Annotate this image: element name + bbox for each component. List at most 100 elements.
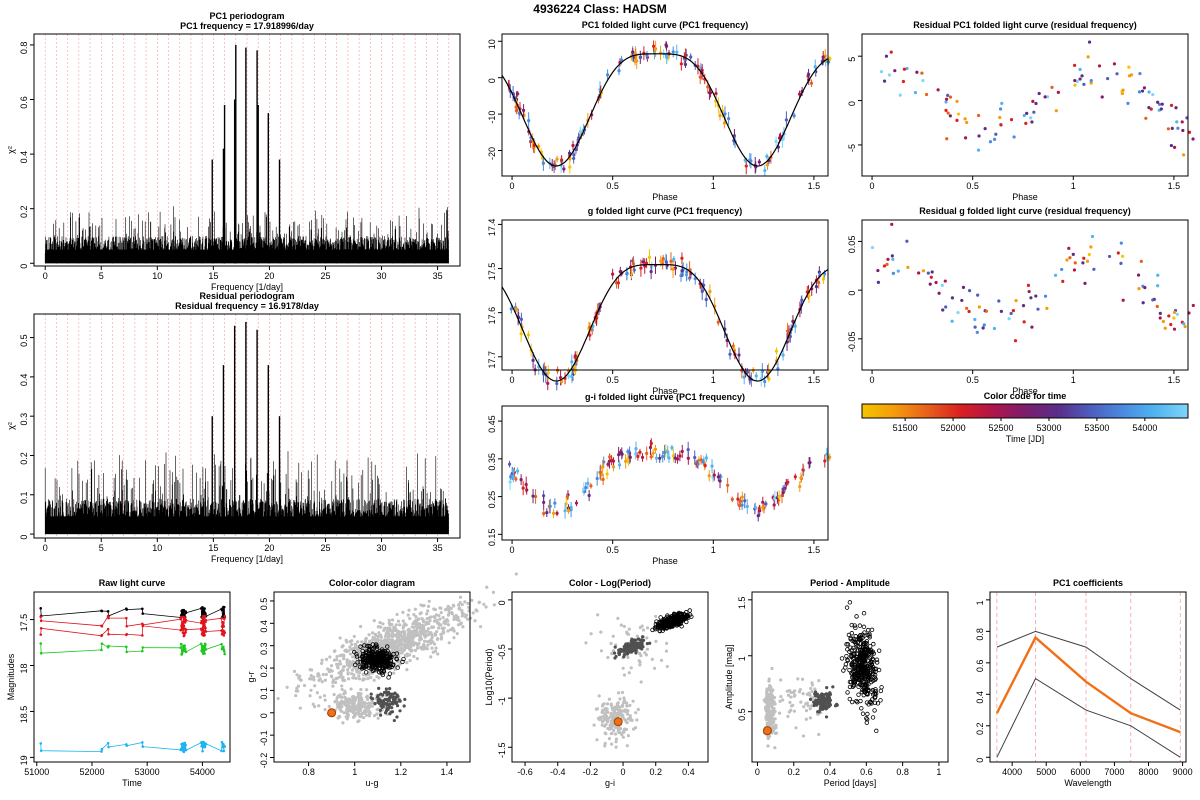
catalog-point — [850, 677, 856, 683]
catalog-point — [380, 659, 385, 665]
catalog-point — [674, 621, 679, 626]
catalog-point — [331, 684, 335, 688]
catalog-point — [439, 637, 443, 641]
data-point — [625, 271, 629, 275]
catalog-point — [629, 644, 633, 648]
data-point — [891, 257, 895, 261]
lightcurve-point — [201, 616, 205, 620]
data-point — [1169, 143, 1173, 148]
x-tick-label: 53000 — [1036, 423, 1061, 433]
catalog-point — [427, 622, 431, 626]
data-point — [728, 352, 732, 356]
data-point — [761, 500, 765, 504]
data-point — [664, 260, 668, 264]
x-axis-label: Time [JD] — [1006, 434, 1044, 444]
data-point — [1158, 316, 1162, 320]
data-point — [611, 459, 616, 463]
catalog-point — [347, 707, 351, 711]
data-point — [944, 100, 948, 104]
data-point — [509, 475, 513, 479]
catalog-point — [373, 658, 378, 664]
data-point — [828, 455, 832, 459]
lightcurve-point — [199, 642, 203, 646]
data-point — [1029, 116, 1033, 120]
catalog-point — [844, 653, 849, 659]
data-point — [1043, 294, 1048, 298]
data-point — [943, 279, 947, 283]
catalog-point — [439, 632, 443, 636]
y-tick-label: 0.1 — [19, 492, 29, 505]
catalog-point — [452, 636, 456, 640]
catalog-point — [872, 695, 878, 701]
data-point — [740, 495, 744, 499]
catalog-point — [847, 696, 853, 702]
catalog-point — [370, 697, 375, 701]
catalog-point — [381, 668, 386, 673]
lightcurve-point — [179, 642, 183, 646]
catalog-point — [873, 688, 878, 694]
data-point — [1056, 90, 1060, 95]
y-tick-label: -10 — [487, 111, 497, 124]
catalog-point — [824, 715, 829, 719]
lightcurve-point — [203, 614, 207, 618]
x-tick-label: 0.8 — [302, 767, 315, 777]
data-point — [915, 70, 919, 74]
catalog-point — [437, 626, 441, 630]
catalog-point — [438, 617, 442, 621]
catalog-point — [406, 613, 410, 617]
data-point — [890, 222, 894, 226]
catalog-point — [372, 714, 377, 718]
catalog-point — [833, 704, 838, 708]
catalog-point — [860, 711, 866, 716]
catalog-point — [463, 600, 467, 604]
data-point — [631, 50, 635, 54]
catalog-point — [422, 647, 426, 651]
data-point — [644, 261, 649, 265]
catalog-point — [814, 699, 819, 704]
data-point — [698, 75, 702, 79]
data-point — [560, 158, 564, 162]
catalog-point — [767, 714, 771, 718]
catalog-point — [821, 707, 825, 711]
data-point — [658, 456, 662, 460]
data-point — [661, 454, 665, 459]
catalog-point — [400, 651, 404, 655]
lightcurve-point — [183, 647, 187, 651]
data-point — [1037, 91, 1041, 96]
catalog-point — [402, 648, 407, 652]
catalog-point — [767, 734, 772, 738]
data-point — [675, 50, 679, 54]
x-tick-label: 1.5 — [1168, 181, 1181, 191]
data-point — [1000, 101, 1004, 106]
catalog-point — [773, 731, 777, 735]
catalog-point — [625, 744, 629, 748]
catalog-point — [470, 598, 474, 602]
catalog-point — [425, 612, 429, 616]
catalog-point — [479, 625, 483, 629]
catalog-point — [617, 648, 621, 652]
data-point — [680, 269, 684, 273]
data-point — [1169, 322, 1173, 327]
x-tick-label: 0 — [755, 767, 760, 777]
catalog-point — [856, 664, 862, 670]
catalog-point — [614, 740, 618, 744]
catalog-point — [363, 640, 367, 644]
data-point — [633, 60, 637, 64]
data-point — [763, 379, 767, 384]
catalog-point — [650, 627, 655, 633]
x-tick-label: 51500 — [893, 423, 918, 433]
catalog-point — [419, 611, 423, 615]
data-point — [551, 511, 556, 515]
data-point — [777, 136, 782, 140]
data-point — [572, 153, 576, 157]
catalog-point — [389, 654, 394, 659]
data-point — [718, 113, 722, 118]
catalog-point — [369, 651, 375, 657]
catalog-point — [609, 641, 613, 646]
data-point — [1078, 67, 1082, 72]
data-point — [773, 496, 777, 500]
data-point — [982, 323, 986, 327]
catalog-point — [847, 649, 852, 654]
catalog-point — [370, 654, 375, 659]
data-point — [929, 275, 933, 279]
